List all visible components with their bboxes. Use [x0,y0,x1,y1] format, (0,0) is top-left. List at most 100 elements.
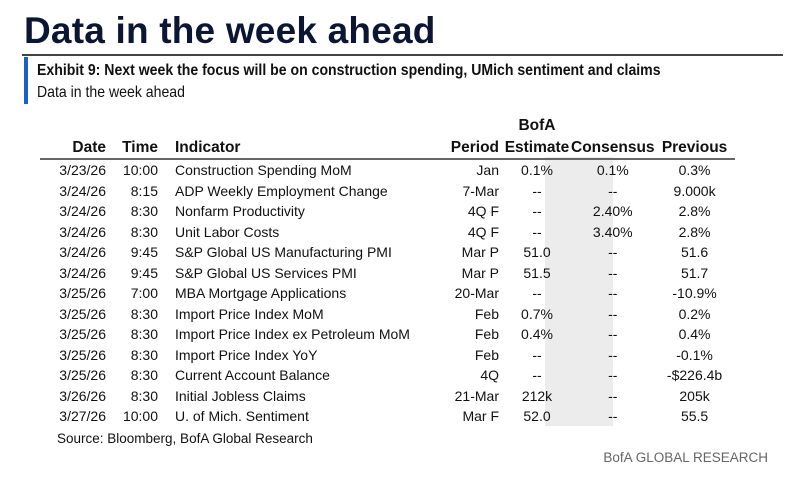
cell-date: 3/25/26 [59,326,106,343]
table-row: 3/25/26 8:30 Import Price Index ex Petrole… [40,324,735,345]
cell-consensus: 2.40% [592,203,633,220]
cell-time: 10:00 [122,408,158,425]
cell-estimate: -- [532,203,542,220]
table-row: 3/24/26 9:45 S&P Global US Services PMI Mar… [40,263,735,284]
cell-date: 3/25/26 [59,367,106,384]
cell-previous: 0.4% [678,326,711,343]
cell-date: 3/24/26 [59,264,106,281]
cell-time: 8:30 [130,326,158,343]
table-row: 3/25/26 8:30 Current Account Balance 4Q -- --… [40,365,735,386]
table-row: 3/27/26 10:00 U. of Mich. Sentiment Mar F 52… [40,406,735,427]
cell-consensus: -- [608,387,618,404]
exhibit-heading: Exhibit 9: Next week the focus will be o… [37,62,661,79]
cell-date: 3/25/26 [59,305,106,322]
cell-estimate: -- [532,223,542,240]
cell-indicator: Import Price Index MoM [175,305,324,322]
cell-period: Feb [474,346,499,363]
cell-previous: -0.1% [676,346,713,363]
table-row: 3/23/26 10:00 Construction Spending MoM Jan… [40,159,735,181]
cell-previous: 0.3% [678,162,711,179]
cell-period: Mar F [462,408,499,425]
cell-estimate: 212k [521,387,553,404]
cell-consensus: 0.1% [596,162,629,179]
cell-indicator: ADP Weekly Employment Change [175,182,388,199]
cell-consensus: -- [608,244,618,261]
cell-estimate: 0.1% [521,162,553,179]
cell-time: 8:30 [130,223,158,240]
table-row: 3/24/26 8:30 Unit Labor Costs 4Q F -- 3.40% 2.… [40,222,735,243]
cell-estimate: 0.4% [521,326,553,343]
cell-period: 7-Mar [462,182,499,199]
cell-previous: 2.8% [678,203,711,220]
cell-previous: 51.6 [680,244,709,261]
exhibit-accent-bar [24,57,28,104]
cell-period: Mar P [461,264,499,281]
cell-period: 4Q F [467,223,499,240]
header-estimate-top: BofA [518,117,556,134]
cell-date: 3/26/26 [59,387,106,404]
cell-indicator: S&P Global US Services PMI [175,264,357,281]
cell-previous: 2.8% [678,223,711,240]
cell-indicator: Construction Spending MoM [175,162,352,179]
cell-period: 20-Mar [454,285,499,302]
cell-time: 8:30 [130,203,158,220]
cell-consensus: -- [608,408,618,425]
cell-estimate: -- [532,182,542,199]
header-consensus: Consensus [571,135,655,160]
cell-consensus: -- [608,367,618,384]
cell-time: 9:45 [130,264,158,281]
cell-time: 8:30 [130,346,158,363]
table-row: 3/24/26 9:45 S&P Global US Manufacturing P… [40,242,735,263]
cell-consensus: -- [608,182,618,199]
cell-previous: 0.2% [678,305,711,322]
cell-consensus: 3.40% [592,223,633,240]
cell-indicator: Current Account Balance [175,367,330,384]
title-divider [22,54,783,56]
cell-date: 3/27/26 [59,408,106,425]
cell-indicator: Import Price Index YoY [175,346,318,363]
cell-period: Feb [474,305,499,322]
table-row: 3/25/26 8:30 Import Price Index YoY Feb -- --… [40,345,735,366]
exhibit-subheading: Data in the week ahead [37,84,185,101]
estimate-column-shade [545,157,613,426]
cell-time: 8:30 [130,387,158,404]
cell-period: 21-Mar [454,387,499,404]
data-table: BofA Date Time Indicator Period Estimate… [40,113,735,427]
cell-period: Mar P [461,244,499,261]
cell-previous: -$226.4b [666,367,723,384]
cell-time: 8:15 [130,182,158,199]
cell-previous: 51.7 [680,264,709,281]
cell-estimate: -- [532,367,542,384]
cell-estimate: 52.0 [523,408,551,425]
cell-indicator: Nonfarm Productivity [175,203,305,220]
cell-consensus: -- [608,326,618,343]
cell-indicator: Unit Labor Costs [175,223,280,240]
cell-date: 3/24/26 [59,244,106,261]
cell-estimate: 51.0 [523,244,551,261]
cell-time: 8:30 [130,367,158,384]
cell-previous: 9.000k [673,182,716,199]
cell-date: 3/25/26 [59,346,106,363]
cell-indicator: S&P Global US Manufacturing PMI [175,244,392,261]
cell-date: 3/24/26 [59,223,106,240]
cell-time: 7:00 [130,285,158,302]
cell-indicator: U. of Mich. Sentiment [175,408,309,425]
header-period: Period [415,135,499,160]
table-row: 3/24/26 8:30 Nonfarm Productivity 4Q F -- 2.4… [40,201,735,222]
cell-period: 4Q [480,367,499,384]
header-estimate: Estimate [499,135,571,160]
cell-period: 4Q F [467,203,499,220]
cell-consensus: -- [608,346,618,363]
cell-consensus: -- [608,305,618,322]
cell-previous: 205k [679,387,710,404]
source-note: Source: Bloomberg, BofA Global Research [57,431,313,446]
cell-indicator: Import Price Index ex Petroleum MoM [175,326,410,343]
table-row: 3/25/26 7:00 MBA Mortgage Applications 20-M… [40,283,735,304]
cell-time: 8:30 [130,305,158,322]
header-indicator: Indicator [158,135,415,160]
cell-time: 10:00 [122,162,158,179]
table-row: 3/26/26 8:30 Initial Jobless Claims 21-Mar 2… [40,386,735,407]
cell-estimate: -- [532,285,542,302]
header-time: Time [106,135,158,160]
cell-consensus: -- [608,285,618,302]
